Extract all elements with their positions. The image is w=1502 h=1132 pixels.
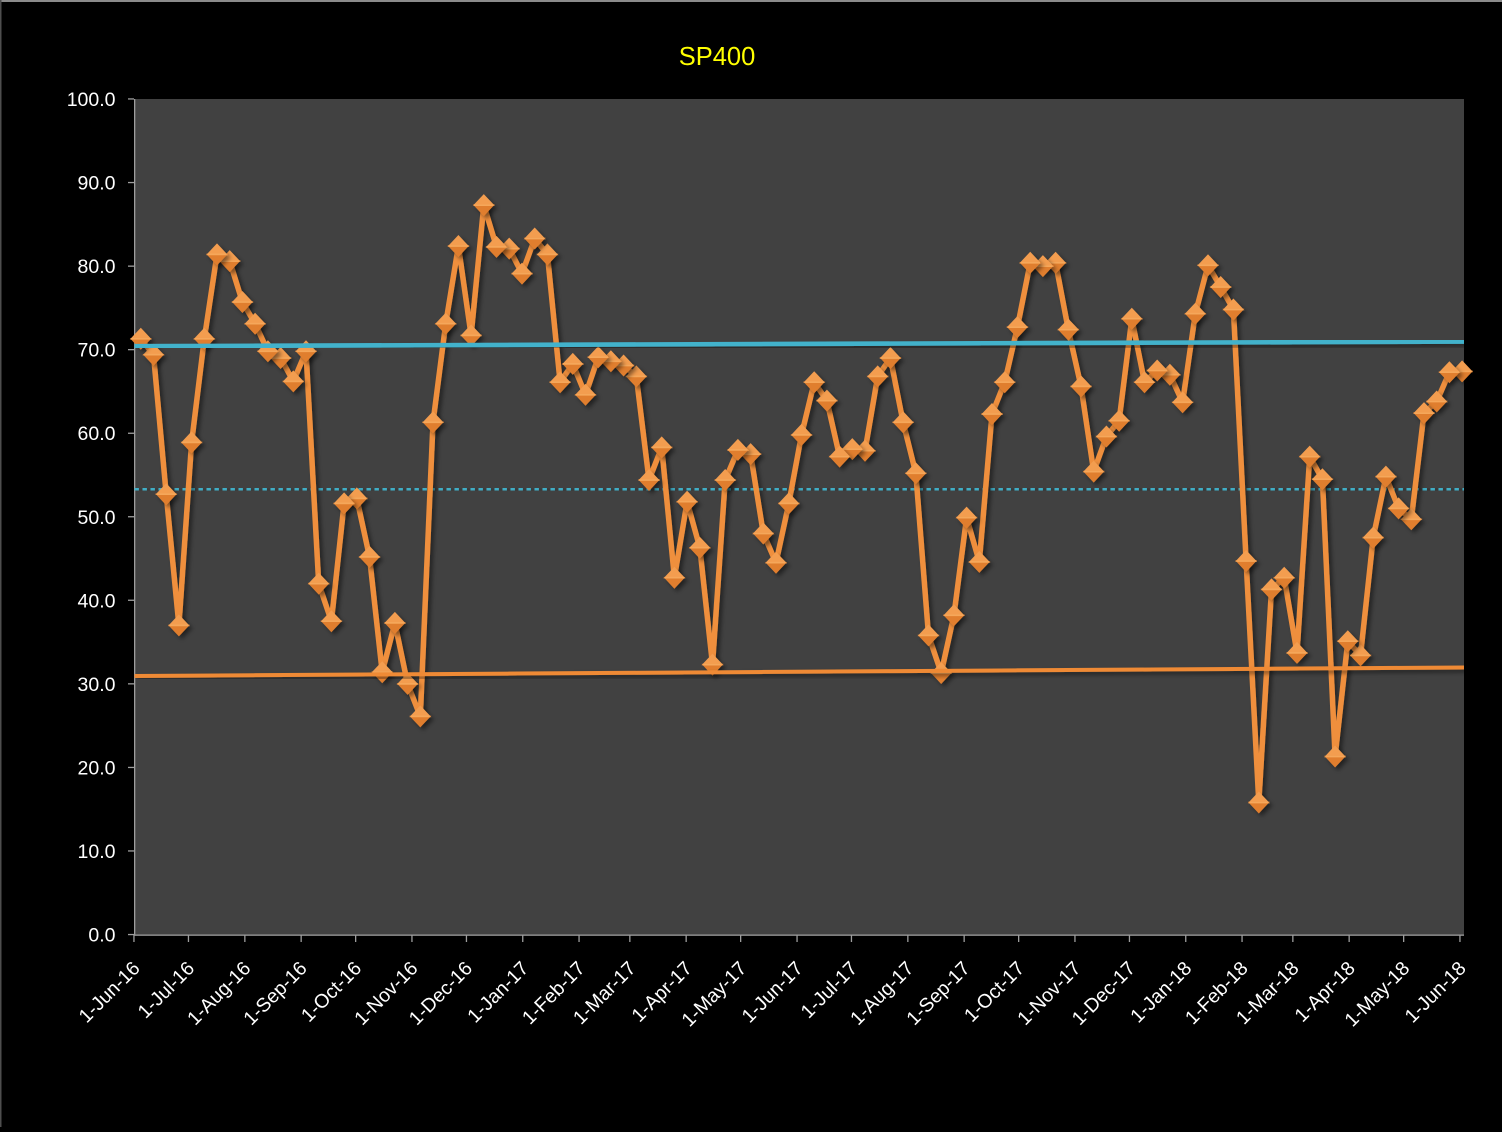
svg-text:60.0: 60.0: [78, 423, 116, 445]
svg-text:50.0: 50.0: [78, 507, 116, 529]
svg-text:SP400: SP400: [679, 43, 756, 71]
svg-text:40.0: 40.0: [78, 590, 116, 612]
svg-text:0.0: 0.0: [88, 925, 115, 947]
svg-text:70.0: 70.0: [78, 340, 116, 362]
svg-text:90.0: 90.0: [78, 173, 116, 195]
svg-text:30.0: 30.0: [78, 674, 116, 696]
svg-text:10.0: 10.0: [78, 841, 116, 863]
svg-text:80.0: 80.0: [78, 256, 116, 278]
svg-text:20.0: 20.0: [78, 757, 116, 779]
svg-text:100.0: 100.0: [67, 89, 116, 111]
